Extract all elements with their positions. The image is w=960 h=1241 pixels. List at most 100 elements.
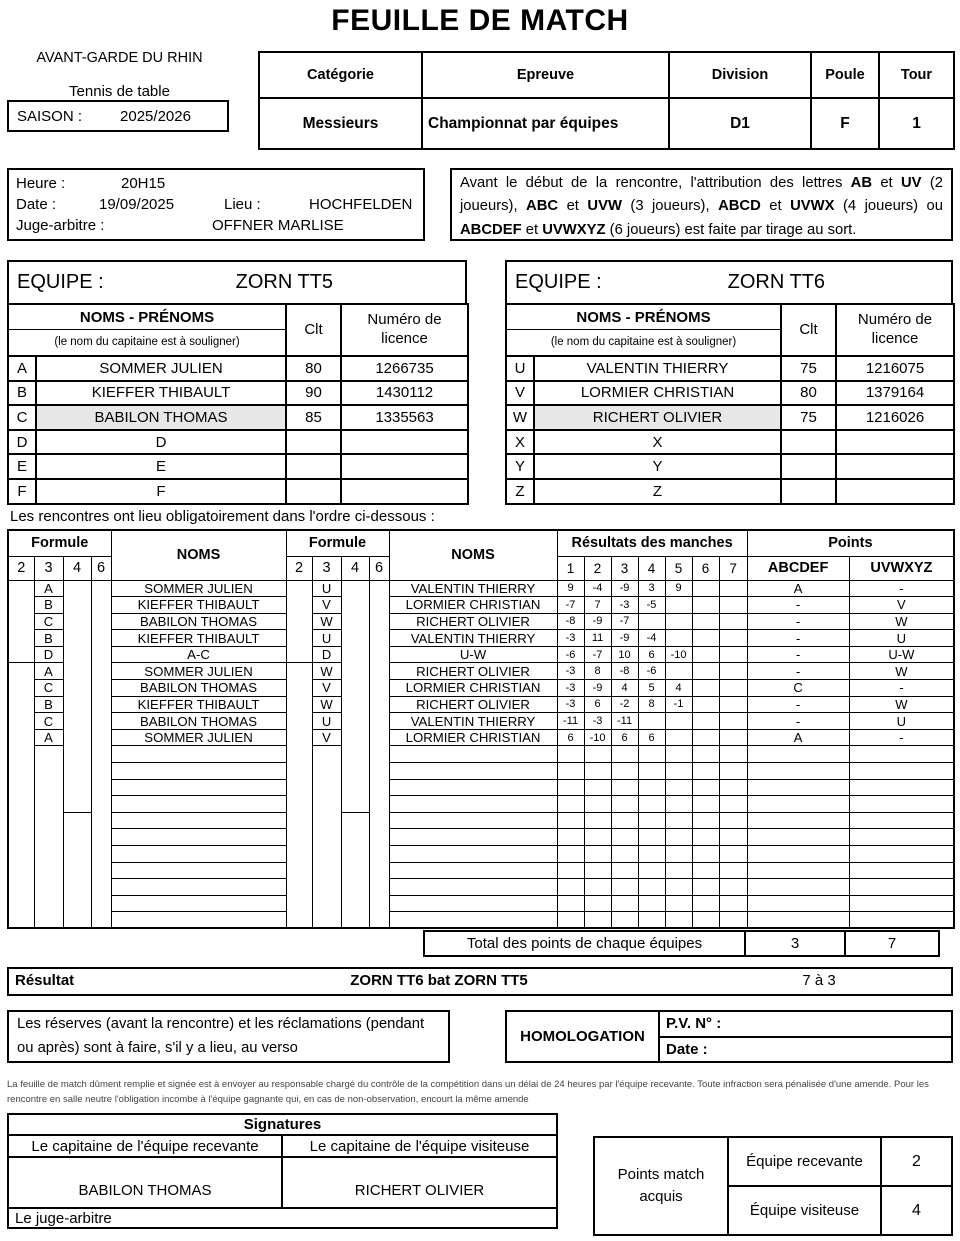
set-score: 6 <box>637 728 666 747</box>
points-abcdef-cell: - <box>746 629 850 647</box>
match-player-name: SOMMER JULIEN <box>110 579 287 598</box>
match-player-name: VALENTIN THIERRY <box>388 712 558 730</box>
points-abcdef-cell: A <box>746 579 850 598</box>
set-score <box>637 712 666 730</box>
player-clt: 80 <box>780 379 838 407</box>
set-score: 5 <box>637 679 666 697</box>
player-licence <box>340 453 470 480</box>
set-score <box>610 795 639 813</box>
signatures-box: Signatures Le capitaine de l'équipe rece… <box>7 1113 558 1229</box>
player-letter: D <box>7 428 37 456</box>
formule-letter: U <box>311 712 342 730</box>
match-player-name: RICHERT OLIVIER <box>388 695 558 714</box>
points-uvwxyz-cell: U <box>848 629 955 647</box>
player-clt: 75 <box>780 404 838 431</box>
note-text: (3 joueurs), <box>621 198 719 215</box>
set-score <box>556 911 585 929</box>
player-clt: 80 <box>285 355 343 382</box>
match-player-name: SOMMER JULIEN <box>110 662 287 681</box>
club-sport: Tennis de table <box>69 83 170 100</box>
match-player-name <box>388 861 558 880</box>
set-score <box>664 712 693 730</box>
match-player-name <box>110 778 287 797</box>
set-score <box>691 728 720 747</box>
set-score <box>556 894 585 913</box>
points-uvwxyz-cell: V <box>848 596 955 614</box>
set-col-6: 6 <box>691 555 720 581</box>
points-uvwxyz-cell <box>848 878 955 896</box>
formule-letter: V <box>311 596 342 614</box>
set-score: -3 <box>556 629 585 647</box>
away-points-label: Équipe visiteuse <box>749 1202 860 1219</box>
home-points-label: Équipe recevante <box>746 1153 863 1170</box>
points-uvwxyz-cell <box>848 811 955 830</box>
player-licence: 1216026 <box>835 404 956 431</box>
set-score <box>664 778 693 797</box>
match-player-name <box>388 795 558 813</box>
set-score <box>637 894 666 913</box>
set-score <box>556 811 585 830</box>
points-abcdef-cell: - <box>746 662 850 681</box>
set-score <box>637 745 666 764</box>
set-score <box>691 695 720 714</box>
set-score <box>610 778 639 797</box>
formule-col-4: 4 <box>62 555 92 581</box>
set-score <box>718 811 748 830</box>
match-player-name <box>388 845 558 863</box>
formule-letter: W <box>311 662 342 681</box>
player-letter: W <box>505 404 535 431</box>
home-player-row: F F <box>7 477 470 505</box>
match-row <box>8 778 955 797</box>
home-equipe-header: EQUIPE : ZORN TT5 <box>7 260 467 305</box>
set-score <box>583 911 612 929</box>
set-score <box>556 861 585 880</box>
set-score <box>637 861 666 880</box>
captain-names-row: BABILON THOMAS RICHERT OLIVIER <box>7 1156 558 1209</box>
match-player-name <box>388 762 558 780</box>
set-score <box>664 845 693 863</box>
player-licence: 1216075 <box>835 355 956 382</box>
match-row: C BABILON THOMAS U VALENTIN THIERRY -11 -3 -11… <box>8 712 955 730</box>
set-score <box>583 894 612 913</box>
letters-draw-note: Avant le début de la rencontre, l'attrib… <box>450 168 953 241</box>
set-score <box>583 778 612 797</box>
set-score: 6 <box>610 728 639 747</box>
noms-prenoms-header: NOMS - PRÉNOMS (le nom du capitaine est … <box>6 303 288 357</box>
set-col-5: 5 <box>664 555 693 581</box>
player-name: SOMMER JULIEN <box>34 355 288 382</box>
formule-col-3: 3 <box>311 555 342 581</box>
set-score: -7 <box>556 596 585 614</box>
points-uvwxyz-cell <box>848 861 955 880</box>
formule-header-away: Formule <box>285 529 390 557</box>
match-player-name <box>388 745 558 764</box>
set-score: -1 <box>664 695 693 714</box>
formule-2-span <box>285 662 313 929</box>
match-header-row-2: 2 3 4 6 2 3 4 6 1 2 3 4 5 6 7 ABCDEF UVW <box>7 555 955 581</box>
player-licence: 1266735 <box>340 355 470 382</box>
match-player-name: U-W <box>388 645 558 664</box>
set-score <box>718 778 748 797</box>
points-col-abcdef: ABCDEF <box>746 555 850 581</box>
points-abcdef-cell: - <box>746 645 850 664</box>
points-abcdef-cell: - <box>746 596 850 614</box>
formule-6-span <box>90 579 112 929</box>
points-uvwxyz-cell <box>848 911 955 929</box>
note-text: Avant le début de la rencontre, l'attrib… <box>460 175 851 191</box>
captain-labels-row: Le capitaine de l'équipe recevante Le ca… <box>7 1134 558 1158</box>
division-value: D1 <box>668 97 812 150</box>
result-score: 7 à 3 <box>802 972 836 989</box>
set-score: -7 <box>610 612 639 631</box>
note-text: UV <box>900 175 922 191</box>
formule-4-span <box>62 811 92 929</box>
clt-header: Clt <box>780 303 838 357</box>
match-header-row-1: Formule NOMS Formule NOMS Résultats des … <box>7 529 955 581</box>
match-player-name <box>110 745 287 764</box>
formule-2-span <box>7 579 35 664</box>
heure-value: 20H15 <box>121 175 166 192</box>
points-abcdef-cell: - <box>746 712 850 730</box>
formule-col-6: 6 <box>368 555 390 581</box>
match-player-name <box>110 878 287 896</box>
home-team-panel: EQUIPE : ZORN TT5 NOMS - PRÉNOMS (le nom… <box>6 260 470 505</box>
set-score <box>718 579 748 598</box>
